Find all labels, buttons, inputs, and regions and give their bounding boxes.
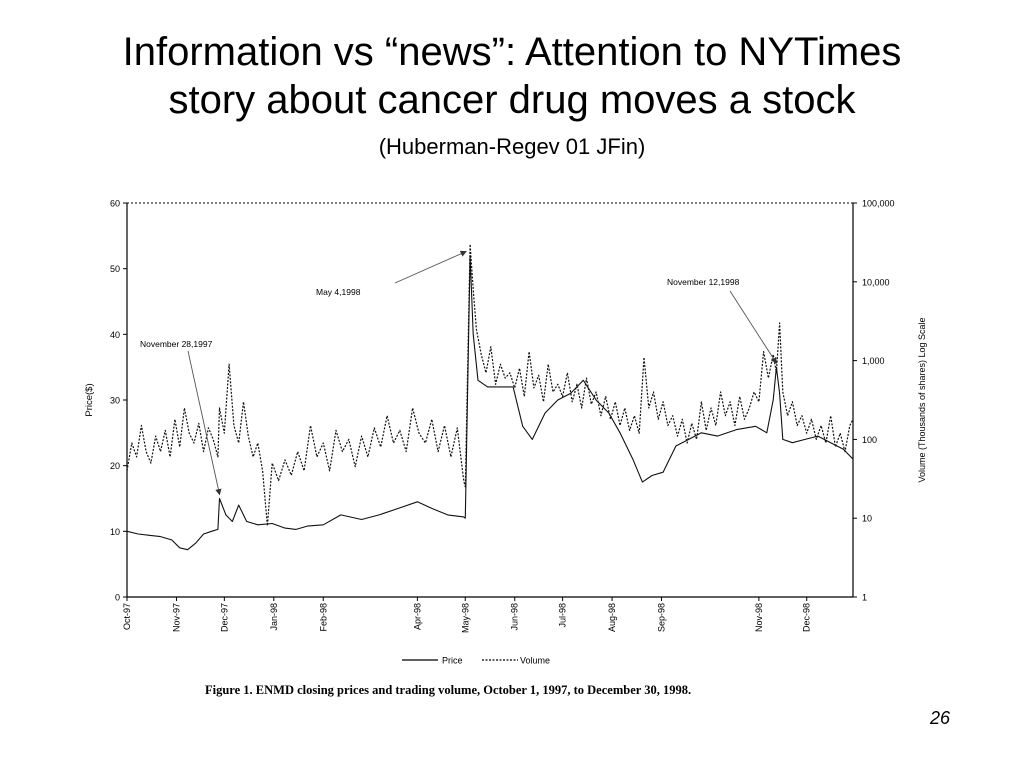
x-tick-label: Nov-98 bbox=[754, 603, 764, 632]
annotation-label: November 28,1997 bbox=[140, 339, 213, 349]
annotation-arrow bbox=[394, 250, 467, 284]
x-tick-label: Dec-97 bbox=[219, 603, 229, 632]
x-tick-label: Sep-98 bbox=[657, 603, 667, 632]
right-tick-label: 1,000 bbox=[862, 356, 885, 366]
price-volume-chart: 0 10 20 30 40 50 60 1 10 100 1,000 10,000 100,000 Oct… bbox=[84, 199, 927, 666]
page-number: 26 bbox=[930, 708, 951, 728]
x-tick-label: Dec-98 bbox=[802, 603, 812, 632]
left-tick-label: 20 bbox=[110, 461, 120, 471]
left-tick-label: 30 bbox=[110, 396, 120, 406]
right-tick-label: 100 bbox=[862, 435, 877, 445]
figure-caption: Figure 1. ENMD closing prices and tradin… bbox=[205, 683, 692, 697]
right-tick-label: 1 bbox=[862, 593, 867, 603]
x-tick-label: Jul-98 bbox=[558, 603, 568, 628]
right-axis-title: Volume (Thousands of shares) Log Scale bbox=[917, 317, 927, 482]
x-tick-label: Jun-98 bbox=[510, 603, 520, 631]
annotation-label: May 4,1998 bbox=[316, 287, 361, 297]
x-tick-label: May-98 bbox=[460, 603, 470, 633]
annotation-label: November 12,1998 bbox=[667, 277, 740, 287]
series-price-line bbox=[126, 254, 854, 551]
x-tick-label: Nov-97 bbox=[171, 603, 181, 632]
annotation-arrow bbox=[187, 350, 222, 496]
annotation-arrow bbox=[729, 290, 777, 364]
x-tick-label: Feb-98 bbox=[318, 603, 328, 632]
x-tick-label: Aug-98 bbox=[607, 603, 617, 632]
x-tick-label: Jan-98 bbox=[269, 603, 279, 631]
right-tick-label: 100,000 bbox=[862, 199, 895, 209]
right-tick-label: 10,000 bbox=[862, 277, 890, 287]
title-line-2: story about cancer drug moves a stock bbox=[168, 78, 856, 122]
left-tick-label: 10 bbox=[110, 527, 120, 537]
title-line-1: Information vs “news”: Attention to NYTi… bbox=[122, 30, 902, 74]
right-tick-label: 10 bbox=[862, 514, 872, 524]
slide-title: Information vs “news”: Attention to NYTi… bbox=[0, 28, 1024, 124]
legend-volume-label: Volume bbox=[520, 656, 550, 666]
legend-price-label: Price bbox=[442, 656, 463, 666]
slide-subtitle: (Huberman-Regev 01 JFin) bbox=[378, 134, 646, 159]
series-volume-line bbox=[126, 243, 854, 527]
x-tick-label: Oct-97 bbox=[122, 603, 132, 630]
left-tick-label: 40 bbox=[110, 330, 120, 340]
x-tick-label: Apr-98 bbox=[412, 603, 422, 630]
left-axis-title: Price($) bbox=[84, 383, 95, 416]
left-tick-label: 50 bbox=[110, 264, 120, 274]
left-tick-label: 60 bbox=[110, 199, 120, 209]
left-tick-label: 0 bbox=[115, 593, 120, 603]
